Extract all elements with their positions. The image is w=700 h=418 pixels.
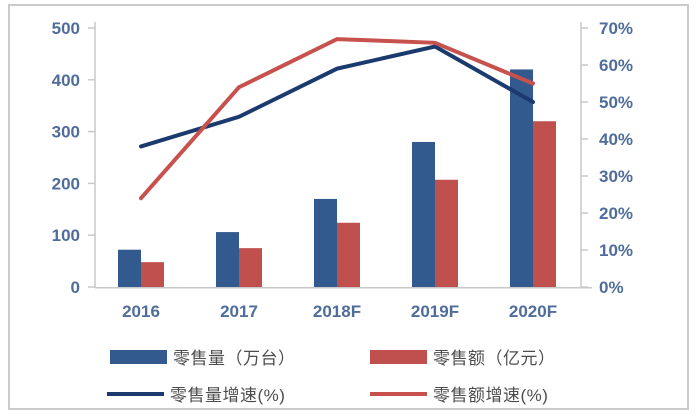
right-axis-tick-label: 0% (599, 278, 624, 297)
chart-frame-border (8, 4, 689, 410)
left-axis-tick-label: 0 (71, 278, 80, 297)
left-axis-tick-label: 100 (52, 226, 80, 245)
x-axis-category-label: 2019F (411, 302, 459, 321)
legend-item-sales-growth: 零售额增速(%) (370, 381, 548, 406)
growth-line-1 (139, 37, 535, 201)
left-axis-tick-label: 400 (52, 71, 80, 90)
bar-series1-2020F (533, 121, 556, 288)
right-axis-tick-label: 10% (599, 241, 633, 260)
retail-sales-swatch (370, 349, 427, 364)
right-axis-tick-label: 20% (599, 204, 633, 223)
right-axis-tick-label: 60% (599, 56, 633, 75)
bar-series0-2018F (314, 198, 337, 287)
bar-series0-2019F (412, 141, 435, 287)
left-axis-tick-label: 300 (52, 123, 80, 142)
x-axis-category-label: 2017 (220, 302, 258, 321)
bar-series0-2016 (118, 249, 141, 287)
bar-series1-2018F (337, 222, 360, 287)
bar-series1-2019F (435, 179, 458, 287)
retail-sales-label: 零售额（亿元） (433, 349, 556, 368)
x-axis-category-label: 2020F (509, 302, 557, 321)
legend-item-volume-growth: 零售量增速(%) (107, 381, 285, 406)
sales-growth-label: 零售额增速(%) (433, 386, 549, 405)
legend-item-retail-sales: 零售额（亿元） (370, 344, 556, 369)
legend-item-retail-volume: 零售量（万台） (110, 344, 296, 369)
bar-series0-2020F (510, 69, 533, 287)
right-axis-tick-label: 50% (599, 93, 633, 112)
left-axis-tick-label: 500 (52, 19, 80, 38)
sales-growth-line-swatch (370, 391, 427, 396)
x-axis-category-label: 2018F (313, 302, 361, 321)
retail-volume-swatch (110, 349, 167, 364)
x-axis-category-label: 2016 (122, 302, 160, 321)
bar-series1-2017 (239, 248, 262, 287)
right-axis-tick-label: 30% (599, 167, 633, 186)
volume-growth-line-swatch (107, 391, 164, 396)
right-axis-tick-label: 70% (599, 19, 633, 38)
volume-growth-label: 零售量增速(%) (170, 386, 286, 405)
bar-series0-2017 (216, 232, 239, 287)
left-axis-tick-label: 200 (52, 174, 80, 193)
right-axis-tick-label: 40% (599, 130, 633, 149)
retail-volume-label: 零售量（万台） (173, 349, 296, 368)
bar-series1-2016 (141, 262, 164, 287)
